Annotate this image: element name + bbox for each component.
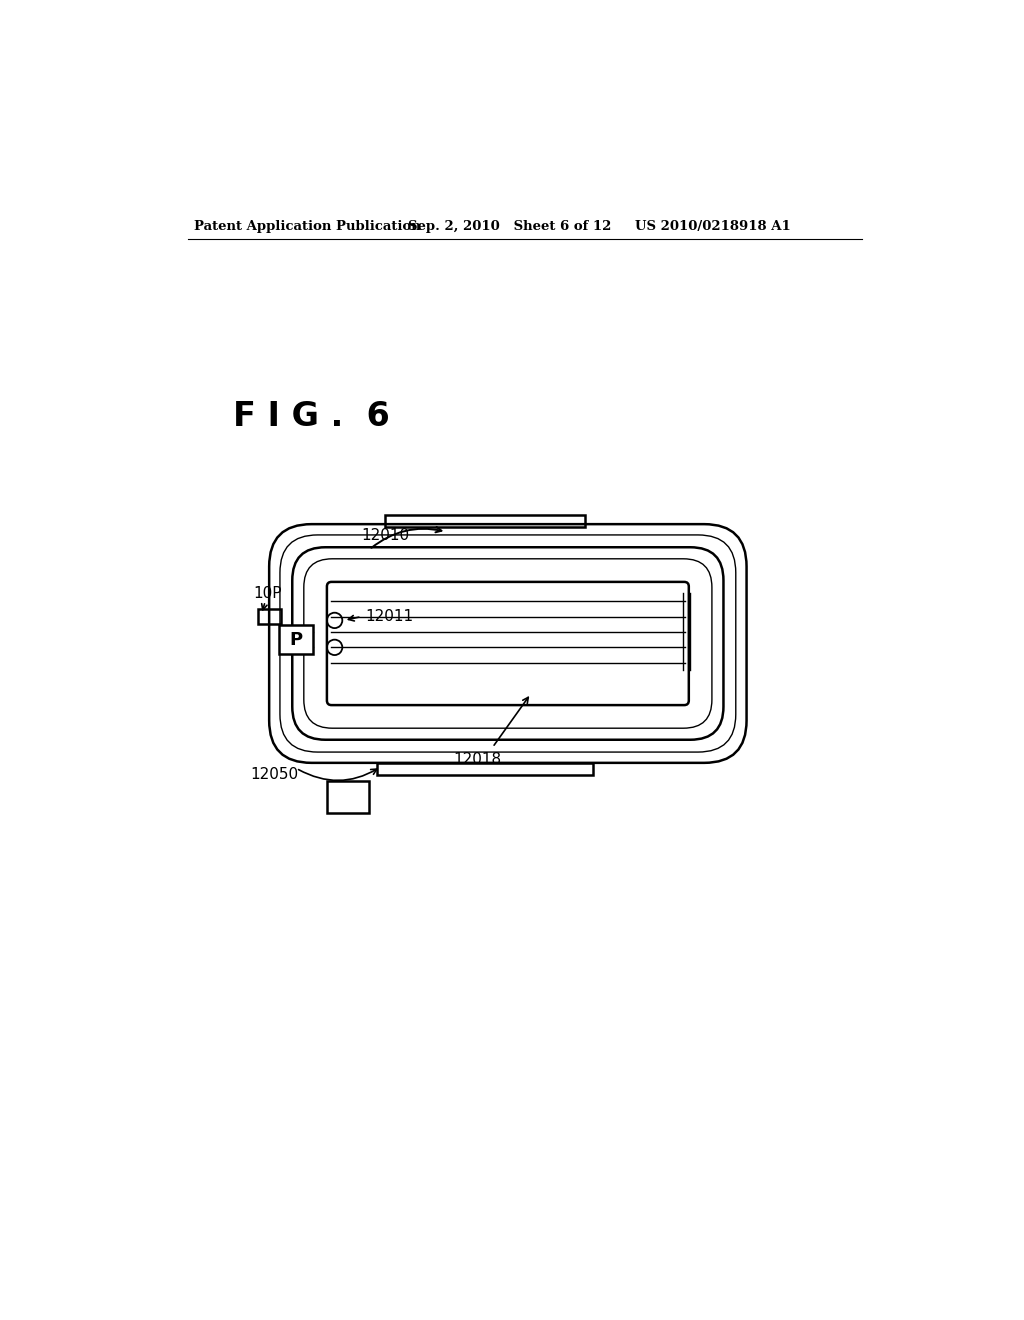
Bar	[280, 626, 313, 655]
Text: 10P: 10P	[254, 586, 283, 601]
Text: 12018: 12018	[453, 751, 501, 767]
Bar	[258, 609, 281, 624]
Text: Patent Application Publication: Patent Application Publication	[195, 219, 421, 232]
Text: F I G .  6: F I G . 6	[233, 400, 390, 433]
Bar	[385, 515, 585, 527]
Bar	[377, 763, 593, 775]
Text: US 2010/0218918 A1: US 2010/0218918 A1	[635, 219, 791, 232]
Text: P: P	[290, 631, 303, 648]
Text: 12011: 12011	[366, 609, 414, 624]
Text: 12050: 12050	[250, 767, 298, 781]
Bar	[327, 780, 370, 813]
Text: Sep. 2, 2010   Sheet 6 of 12: Sep. 2, 2010 Sheet 6 of 12	[408, 219, 611, 232]
Text: 12010: 12010	[361, 528, 410, 544]
